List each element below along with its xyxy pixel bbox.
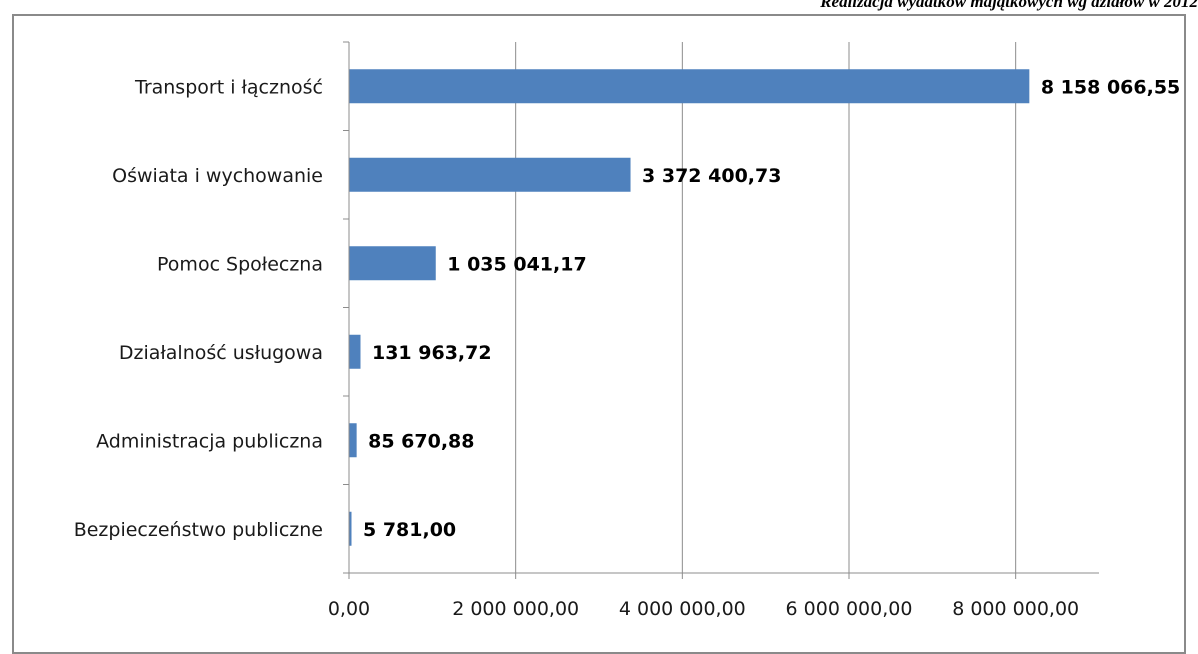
bar-chart: 0,00 2 000 000,00 4 000 000,00 6 000 000,00… — [74, 41, 1180, 620]
data-label: 1 035 041,17 — [447, 253, 586, 275]
data-label: 8 158 066,55 — [1041, 76, 1180, 98]
bar — [349, 334, 361, 369]
data-label: 3 372 400,73 — [642, 165, 781, 187]
x-tick-label: 4 000 000,00 — [619, 598, 746, 620]
bar — [349, 511, 352, 546]
category-label: Administracja publiczna — [96, 430, 323, 452]
bar — [349, 246, 436, 281]
data-label: 85 670,88 — [368, 430, 474, 452]
chart-frame — [12, 14, 1186, 654]
category-label: Bezpieczeństwo publiczne — [74, 519, 323, 541]
bar — [349, 423, 357, 458]
x-tick-label: 8 000 000,00 — [952, 598, 1079, 620]
x-tick-label: 0,00 — [328, 598, 370, 620]
category-label: Pomoc Społeczna — [157, 253, 323, 275]
data-label: 131 963,72 — [372, 342, 492, 364]
data-label: 5 781,00 — [363, 519, 456, 541]
x-tick-label: 2 000 000,00 — [452, 598, 579, 620]
chart-caption: Realizacja wydatków majątkowych wg dział… — [820, 0, 1198, 11]
bar — [349, 69, 1030, 104]
category-label: Transport i łączność — [134, 76, 323, 98]
x-tick-label: 6 000 000,00 — [786, 598, 913, 620]
category-label: Oświata i wychowanie — [112, 165, 323, 187]
category-label: Działalność usługowa — [119, 342, 323, 364]
bar — [349, 157, 631, 192]
